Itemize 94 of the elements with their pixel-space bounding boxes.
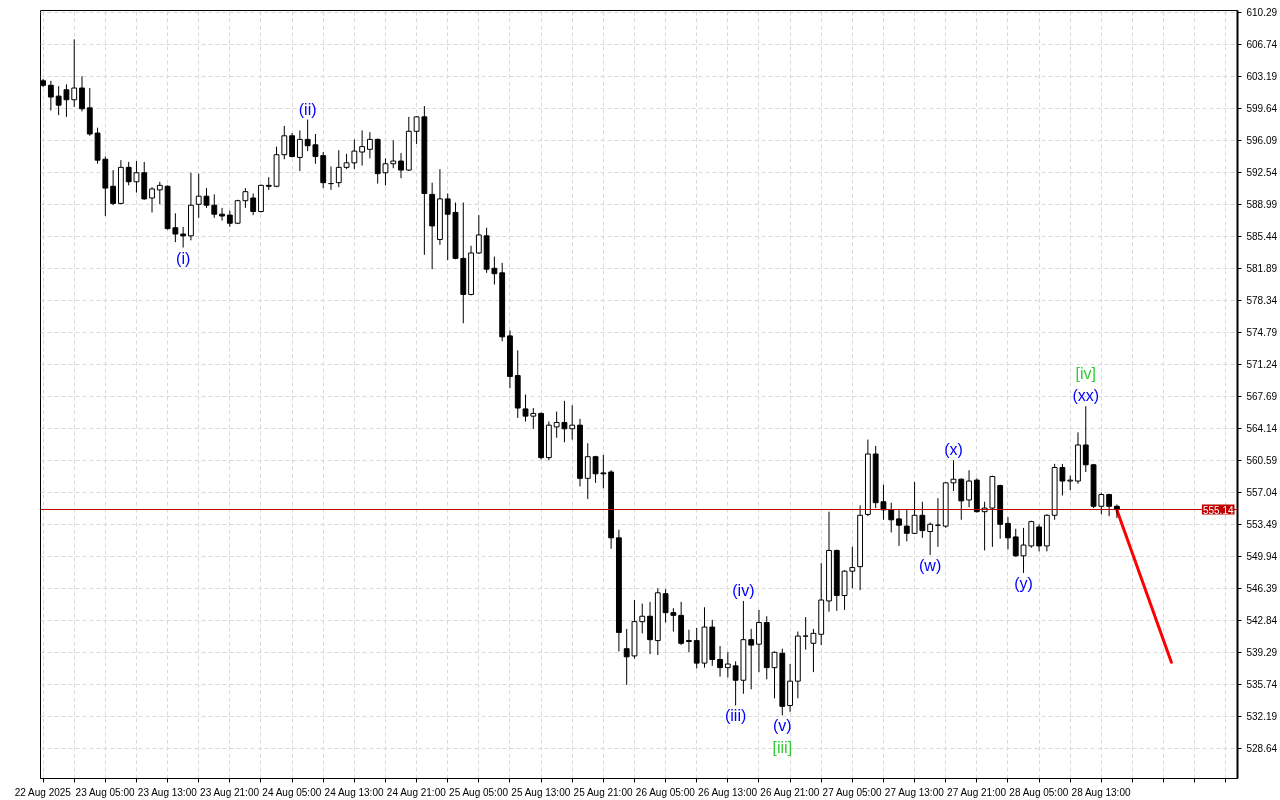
candlestick	[390, 139, 397, 169]
x-tick-label: 25 Aug 13:00	[511, 786, 571, 798]
annotation: (y)	[1014, 574, 1033, 592]
x-tick-label: 28 Aug 05:00	[1009, 786, 1069, 798]
y-tick-label: 606.74	[1246, 39, 1278, 51]
annotation: (w)	[919, 556, 942, 574]
y-tick-label: 571.24	[1246, 359, 1278, 371]
candlestick	[888, 502, 895, 533]
candlestick	[47, 80, 54, 112]
y-tick-label: 542.84	[1246, 615, 1278, 627]
annotation: (xx)	[1072, 387, 1100, 405]
y-tick-label: 585.44	[1246, 231, 1278, 243]
candlestick	[686, 629, 692, 653]
candlestick	[110, 169, 117, 206]
candlestick	[903, 508, 910, 542]
candlestick	[242, 187, 249, 209]
ref-line-label: 555.14	[1202, 504, 1234, 516]
annotation: [iii]	[772, 739, 793, 757]
candlestick	[475, 214, 482, 255]
candlestick	[366, 131, 373, 159]
y-tick-label: 603.19	[1246, 71, 1278, 83]
y-tick-label: 610.29	[1246, 7, 1278, 19]
annotation: (iii)	[724, 707, 747, 725]
annotation: (ii)	[298, 100, 317, 118]
x-tick-label: 23 Aug 13:00	[137, 786, 198, 798]
y-tick-label: 528.64	[1246, 743, 1278, 755]
candlestick	[724, 651, 731, 679]
candlestick	[296, 129, 303, 172]
candlestick	[156, 181, 163, 205]
x-tick-label: 26 Aug 21:00	[760, 786, 820, 798]
candlestick	[639, 603, 646, 634]
candlestick	[849, 546, 856, 589]
x-tick-label: 22 Aug 2025	[14, 786, 72, 798]
candlestick	[1036, 523, 1042, 552]
x-tick-label: 24 Aug 13:00	[324, 786, 384, 798]
y-tick-label: 549.94	[1246, 551, 1278, 563]
x-tick-label: 26 Aug 13:00	[698, 786, 758, 798]
y-tick-label: 564.14	[1246, 423, 1278, 435]
candlestick	[211, 193, 218, 219]
x-tick-label: 24 Aug 21:00	[386, 786, 447, 798]
candlestick	[289, 132, 295, 158]
x-tick-label: 27 Aug 05:00	[822, 786, 882, 798]
candlestick	[351, 138, 358, 170]
y-tick-label: 578.34	[1246, 295, 1278, 307]
y-tick-label: 553.49	[1246, 519, 1278, 531]
candlestick	[335, 149, 342, 188]
y-tick-label: 588.99	[1246, 199, 1278, 211]
candlestick	[180, 226, 187, 249]
candlestick	[1082, 405, 1089, 473]
annotation: (i)	[176, 249, 191, 267]
x-tick-label: 28 Aug 13:00	[1071, 786, 1131, 798]
x-tick-label: 25 Aug 21:00	[573, 786, 633, 798]
x-tick-label: 27 Aug 21:00	[947, 786, 1007, 798]
y-tick-label: 546.39	[1246, 583, 1278, 595]
candlestick	[569, 404, 576, 441]
x-tick-label: 23 Aug 21:00	[200, 786, 260, 798]
candlestick	[802, 616, 809, 651]
candlestick	[647, 601, 653, 655]
x-tick-label: 27 Aug 13:00	[884, 786, 945, 798]
candlestick	[927, 522, 934, 556]
y-tick-label: 560.59	[1246, 455, 1278, 467]
y-tick-label: 581.89	[1246, 263, 1278, 275]
y-tick-label: 532.19	[1246, 711, 1278, 723]
candlestick	[717, 645, 723, 678]
x-tick-label: 26 Aug 05:00	[635, 786, 696, 798]
candlestick	[748, 628, 755, 690]
y-tick-label: 592.54	[1246, 167, 1278, 179]
candlestick	[896, 508, 902, 547]
candlestick	[756, 609, 762, 673]
annotation: (x)	[944, 441, 963, 459]
candlestick	[250, 192, 257, 216]
y-tick-label: 557.04	[1246, 487, 1278, 499]
candlestick	[79, 75, 85, 112]
candlestick	[810, 628, 817, 673]
candlestick	[359, 129, 366, 167]
x-tick-label: 24 Aug 05:00	[262, 786, 322, 798]
candlestick	[281, 125, 288, 160]
candlestick	[219, 207, 225, 222]
annotation: [iv]	[1075, 365, 1096, 383]
candlestick	[149, 186, 155, 213]
annotation: (v)	[772, 717, 792, 735]
y-tick-label: 539.29	[1246, 647, 1278, 659]
x-tick-label: 23 Aug 05:00	[75, 786, 135, 798]
y-tick-label: 599.64	[1246, 103, 1278, 115]
candlestick	[1005, 516, 1011, 551]
y-tick-label: 535.74	[1246, 679, 1278, 691]
y-tick-label: 574.79	[1246, 327, 1278, 339]
y-tick-label: 567.69	[1246, 391, 1278, 403]
x-tick-label: 25 Aug 05:00	[449, 786, 509, 798]
y-tick-label: 596.09	[1246, 135, 1278, 147]
candlestick	[71, 38, 78, 108]
candlestick	[966, 469, 972, 508]
candlestick	[398, 152, 404, 179]
annotation: (iv)	[732, 581, 755, 599]
